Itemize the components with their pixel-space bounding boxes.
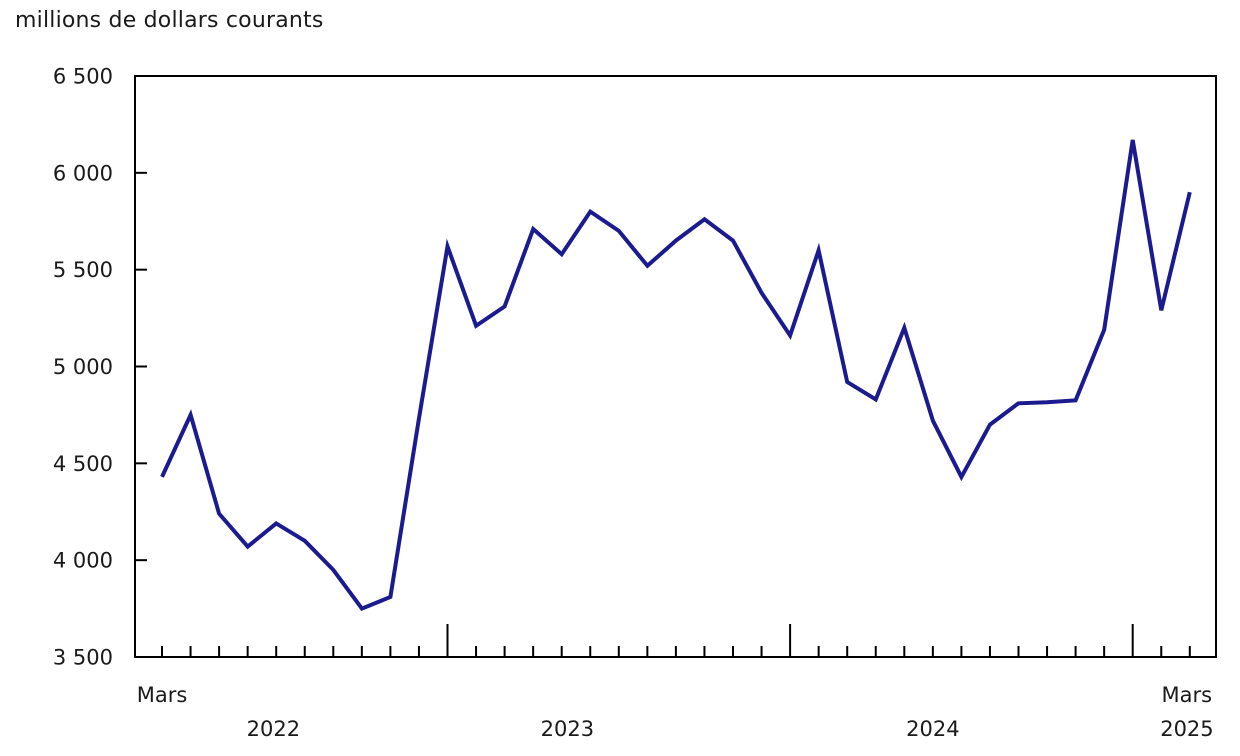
x-axis-year-label: 2022: [247, 717, 300, 741]
x-axis-start-month-label: Mars: [137, 683, 188, 707]
y-axis-tick-label: 5 000: [53, 355, 113, 379]
chart-title: millions de dollars courants: [15, 8, 324, 33]
x-axis-year-label: 2024: [906, 717, 959, 741]
data-line-series: [160, 139, 1192, 612]
x-axis-year-label: 2023: [541, 717, 594, 741]
y-axis-tick-label: 6 000: [53, 161, 113, 185]
y-axis-tick-label: 4 500: [53, 452, 113, 476]
y-axis-tick-label: 3 500: [53, 646, 113, 670]
x-axis-year-label: 2025: [1160, 717, 1213, 741]
plot-frame: [134, 75, 1217, 658]
y-axis-tick-label: 4 000: [53, 549, 113, 573]
x-axis-end-month-label: Mars: [1162, 683, 1213, 707]
y-axis-tick-label: 6 500: [53, 65, 113, 89]
y-axis-tick-label: 5 500: [53, 258, 113, 282]
